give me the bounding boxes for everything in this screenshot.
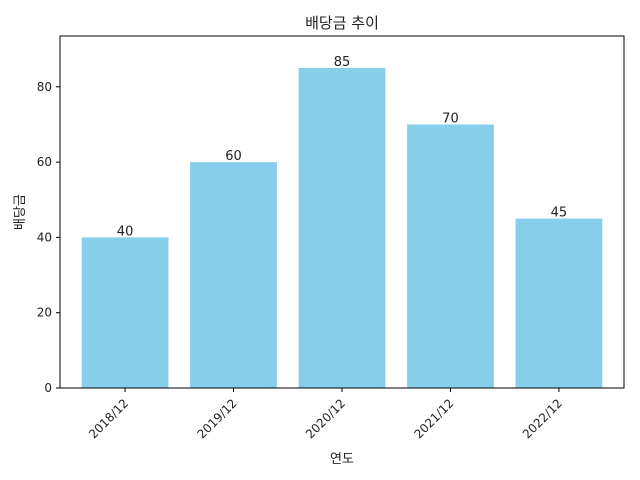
x-tick-label-2022-12: 2022/12 (520, 396, 565, 441)
bar-2021-12 (407, 124, 494, 388)
y-tick-label-40: 40 (37, 230, 52, 244)
y-tick-label-20: 20 (37, 306, 52, 320)
y-axis-label: 배당금 (13, 194, 28, 230)
bar-2020-12 (298, 68, 386, 388)
plot-frame (59, 35, 625, 389)
x-tick-label-2019-12: 2019/12 (195, 396, 240, 441)
data-label-2021-12: 70 (442, 111, 459, 126)
bar-2019-12 (190, 162, 277, 388)
y-tick-label-60: 60 (37, 155, 52, 169)
data-label-2019-12: 60 (225, 149, 242, 164)
data-label-2022-12: 45 (551, 206, 568, 221)
chart-title: 배당금 추이 (305, 14, 379, 32)
bar-2018-12 (81, 237, 169, 388)
x-tick-label-2021-12: 2021/12 (411, 396, 456, 441)
plot-area: 40 2018/12 60 2019/12 85 2020/12 70 2021/12 45 20… (37, 35, 625, 441)
y-tick-label-80: 80 (37, 80, 52, 94)
x-axis-label: 연도 (330, 452, 354, 467)
x-tick-label-2018-12: 2018/12 (86, 396, 131, 441)
data-label-2018-12: 40 (117, 224, 134, 239)
y-tick-label-0: 0 (44, 381, 52, 395)
bar-2022-12 (515, 218, 603, 388)
data-label-2020-12: 85 (334, 55, 351, 70)
x-tick-label-2020-12: 2020/12 (303, 396, 348, 441)
